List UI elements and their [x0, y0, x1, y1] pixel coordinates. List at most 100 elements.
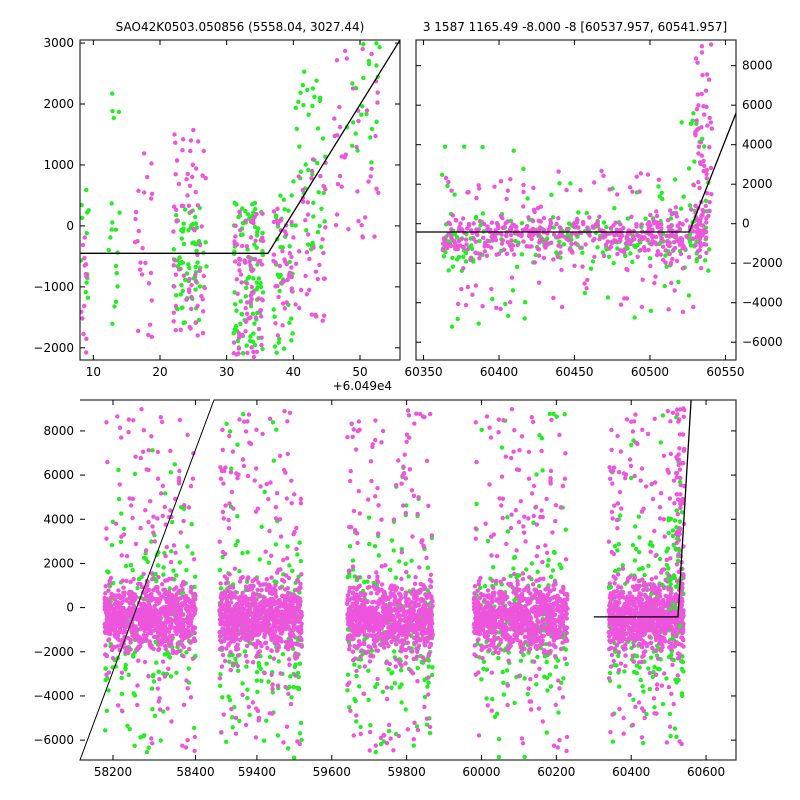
data-point-magenta	[233, 259, 238, 264]
data-point-magenta	[304, 292, 310, 297]
data-point-magenta	[254, 349, 260, 354]
data-point-magenta	[136, 658, 141, 663]
y-tick-label: 4000	[742, 138, 773, 152]
data-point-magenta	[373, 743, 378, 748]
data-point-magenta	[672, 239, 677, 245]
data-point-magenta	[244, 244, 250, 249]
data-point-green	[119, 511, 124, 516]
data-point-magenta	[379, 517, 384, 522]
data-point-green	[180, 590, 186, 595]
data-point-green	[131, 691, 136, 696]
data-point-magenta	[607, 187, 612, 192]
data-point-magenta	[235, 642, 240, 647]
data-point-magenta	[296, 608, 302, 613]
data-point-green	[613, 568, 618, 574]
data-point-magenta	[521, 189, 526, 195]
data-point-green	[612, 206, 617, 211]
data-point-green	[690, 118, 695, 123]
data-point-green	[688, 243, 694, 248]
data-point-magenta	[189, 209, 194, 214]
data-point-magenta	[115, 414, 120, 419]
data-point-magenta	[478, 251, 483, 257]
data-point-magenta	[519, 233, 524, 239]
data-point-magenta	[218, 581, 223, 586]
data-point-magenta	[510, 243, 516, 248]
data-point-green	[389, 538, 395, 543]
data-point-magenta	[141, 571, 146, 577]
data-point-green	[291, 179, 296, 184]
data-point-magenta	[699, 91, 704, 97]
data-point-green	[235, 338, 241, 344]
data-point-magenta	[103, 629, 109, 634]
data-point-green	[311, 200, 316, 205]
data-points	[102, 406, 687, 760]
data-point-magenta	[193, 166, 199, 171]
data-point-magenta	[221, 481, 226, 486]
data-point-magenta	[264, 577, 269, 582]
data-point-magenta	[248, 235, 254, 240]
data-point-magenta	[405, 727, 410, 732]
data-point-magenta	[355, 540, 360, 546]
data-point-magenta	[307, 256, 312, 262]
data-point-green	[547, 411, 552, 416]
data-point-magenta	[278, 585, 283, 591]
data-point-green	[427, 730, 433, 736]
data-point-green	[392, 681, 398, 686]
data-point-green	[478, 223, 483, 228]
data-point-green	[289, 193, 294, 198]
data-point-magenta	[164, 620, 170, 625]
data-point-magenta	[277, 263, 283, 269]
data-point-magenta	[256, 326, 262, 332]
data-point-green	[366, 515, 372, 520]
data-point-magenta	[709, 126, 714, 131]
data-point-green	[317, 95, 323, 101]
data-point-magenta	[233, 234, 238, 239]
data-point-magenta	[271, 209, 277, 214]
data-point-green	[197, 284, 203, 289]
data-point-magenta	[174, 649, 180, 655]
data-point-magenta	[276, 643, 281, 648]
data-point-magenta	[142, 621, 147, 626]
data-point-magenta	[645, 172, 651, 177]
data-point-magenta	[701, 209, 706, 215]
data-point-magenta	[223, 581, 229, 586]
data-point-green	[525, 691, 530, 697]
data-point-green	[256, 660, 261, 666]
data-point-magenta	[455, 247, 460, 252]
data-point-magenta	[698, 228, 703, 234]
data-point-magenta	[253, 315, 258, 320]
data-point-green	[397, 559, 402, 564]
data-point-magenta	[403, 661, 408, 666]
data-point-magenta	[556, 216, 561, 221]
data-point-magenta	[256, 718, 261, 723]
data-point-magenta	[240, 457, 246, 462]
data-point-magenta	[162, 643, 168, 649]
data-point-magenta	[226, 642, 231, 647]
data-point-magenta	[236, 330, 241, 336]
data-point-magenta	[353, 447, 359, 452]
data-point-magenta	[182, 618, 188, 624]
data-point-magenta	[508, 232, 514, 238]
data-point-magenta	[339, 184, 344, 189]
data-point-green	[297, 661, 303, 666]
data-point-magenta	[271, 622, 276, 627]
data-point-green	[424, 722, 430, 727]
data-point-magenta	[285, 593, 290, 599]
data-point-magenta	[185, 432, 190, 438]
data-point-magenta	[103, 591, 108, 596]
data-points	[439, 42, 714, 329]
data-point-green	[445, 183, 450, 188]
data-point-magenta	[653, 274, 658, 279]
data-point-magenta	[180, 148, 185, 153]
data-point-magenta	[465, 190, 470, 195]
data-point-magenta	[573, 241, 578, 246]
data-point-magenta	[574, 216, 580, 222]
data-point-magenta	[257, 601, 262, 606]
data-point-magenta	[158, 415, 163, 420]
data-point-green	[311, 214, 316, 219]
data-point-magenta	[320, 237, 325, 242]
data-point-magenta	[235, 621, 241, 626]
data-point-magenta	[108, 617, 114, 622]
data-point-magenta	[273, 516, 279, 521]
data-point-magenta	[165, 706, 170, 711]
